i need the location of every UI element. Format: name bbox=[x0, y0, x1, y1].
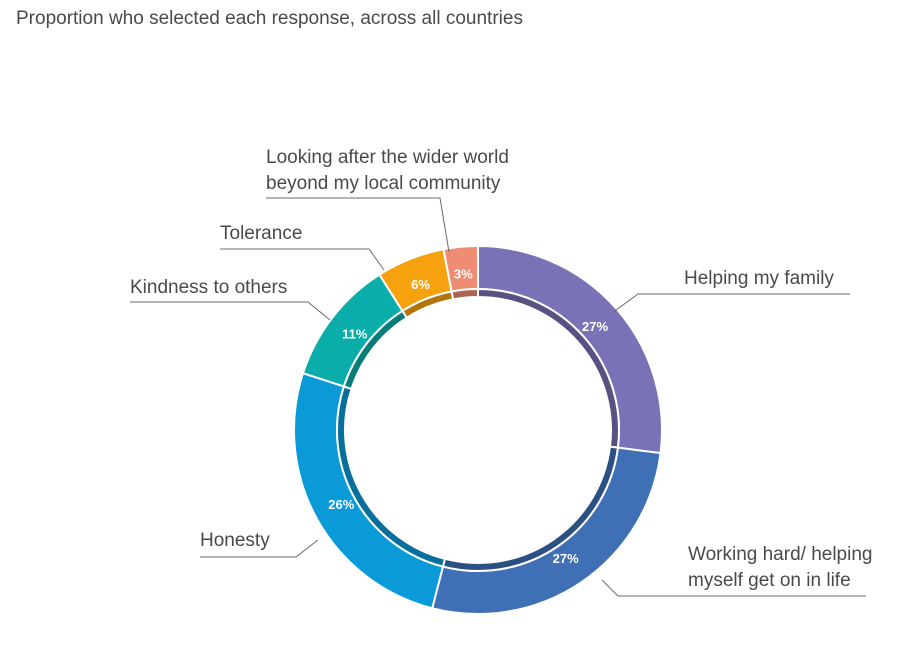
slice-label-line: Honesty bbox=[200, 530, 270, 551]
slice-label-line: beyond my local community bbox=[266, 173, 501, 194]
slice-label-helping-family: Helping my family bbox=[684, 266, 834, 292]
slice-label-line: Looking after the wider world bbox=[266, 147, 509, 168]
slice-label-line: Helping my family bbox=[684, 268, 834, 289]
slice-label-line: Kindness to others bbox=[130, 277, 288, 298]
slice-label-honesty: Honesty bbox=[200, 528, 270, 554]
slice-honesty bbox=[293, 371, 445, 610]
slice-inner-shadow-wider-world bbox=[450, 287, 479, 301]
slice-value-label: 11% bbox=[342, 326, 368, 341]
slice-label-working-hard: Working hard/ helping myself get on in l… bbox=[688, 542, 872, 594]
leader-line-kindness bbox=[130, 301, 331, 321]
leader-line-honesty bbox=[200, 539, 319, 558]
slice-value-label: 27% bbox=[553, 551, 579, 566]
slice-label-kindness: Kindness to others bbox=[130, 275, 287, 301]
slice-value-label: 3% bbox=[454, 267, 473, 282]
leader-line-tolerance bbox=[220, 248, 385, 271]
leader-line-helping-family bbox=[611, 293, 850, 314]
slice-value-label: 26% bbox=[328, 497, 354, 512]
slice-label-line: myself get on in life bbox=[688, 570, 851, 591]
slice-label-wider-world: Looking after the wider world beyond my … bbox=[266, 145, 509, 197]
slice-label-line: Working hard/ helping bbox=[688, 544, 873, 565]
slice-value-label: 6% bbox=[411, 277, 430, 292]
slice-label-line: Tolerance bbox=[220, 223, 303, 244]
slice-value-label: 27% bbox=[582, 319, 608, 334]
leader-line-wider-world bbox=[266, 197, 450, 253]
chart-title: Proportion who selected each response, a… bbox=[16, 8, 523, 29]
slice-working-hard bbox=[431, 446, 662, 615]
leader-line-working-hard bbox=[601, 579, 866, 597]
slice-label-tolerance: Tolerance bbox=[220, 221, 302, 247]
slice-helping-family bbox=[477, 244, 663, 455]
